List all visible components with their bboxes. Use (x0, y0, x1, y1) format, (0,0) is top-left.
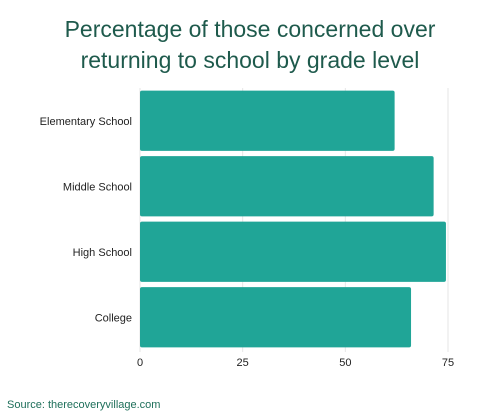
title-line-1: Percentage of those concerned over (64, 16, 436, 42)
category-label: Elementary School (40, 116, 132, 128)
bar (140, 287, 412, 348)
x-tick-label: 50 (339, 357, 351, 369)
category-label: High School (73, 247, 132, 259)
source-note: Source: therecoveryvillage.com (7, 399, 161, 411)
category-label: College (95, 312, 132, 324)
bar (140, 90, 395, 151)
bar (140, 221, 446, 282)
x-tick-labels: 0 25 50 75 (137, 357, 454, 369)
x-tick-label: 25 (237, 357, 249, 369)
x-tick-label: 0 (137, 357, 143, 369)
category-label: Middle School (63, 181, 132, 193)
bar (140, 156, 434, 217)
chart-title: Percentage of those concerned over retur… (0, 14, 500, 76)
bars (140, 90, 446, 348)
x-tick-label: 75 (442, 357, 454, 369)
title-line-2: returning to school by grade level (80, 47, 420, 73)
category-labels: Elementary School Middle School High Schoo… (40, 116, 132, 325)
